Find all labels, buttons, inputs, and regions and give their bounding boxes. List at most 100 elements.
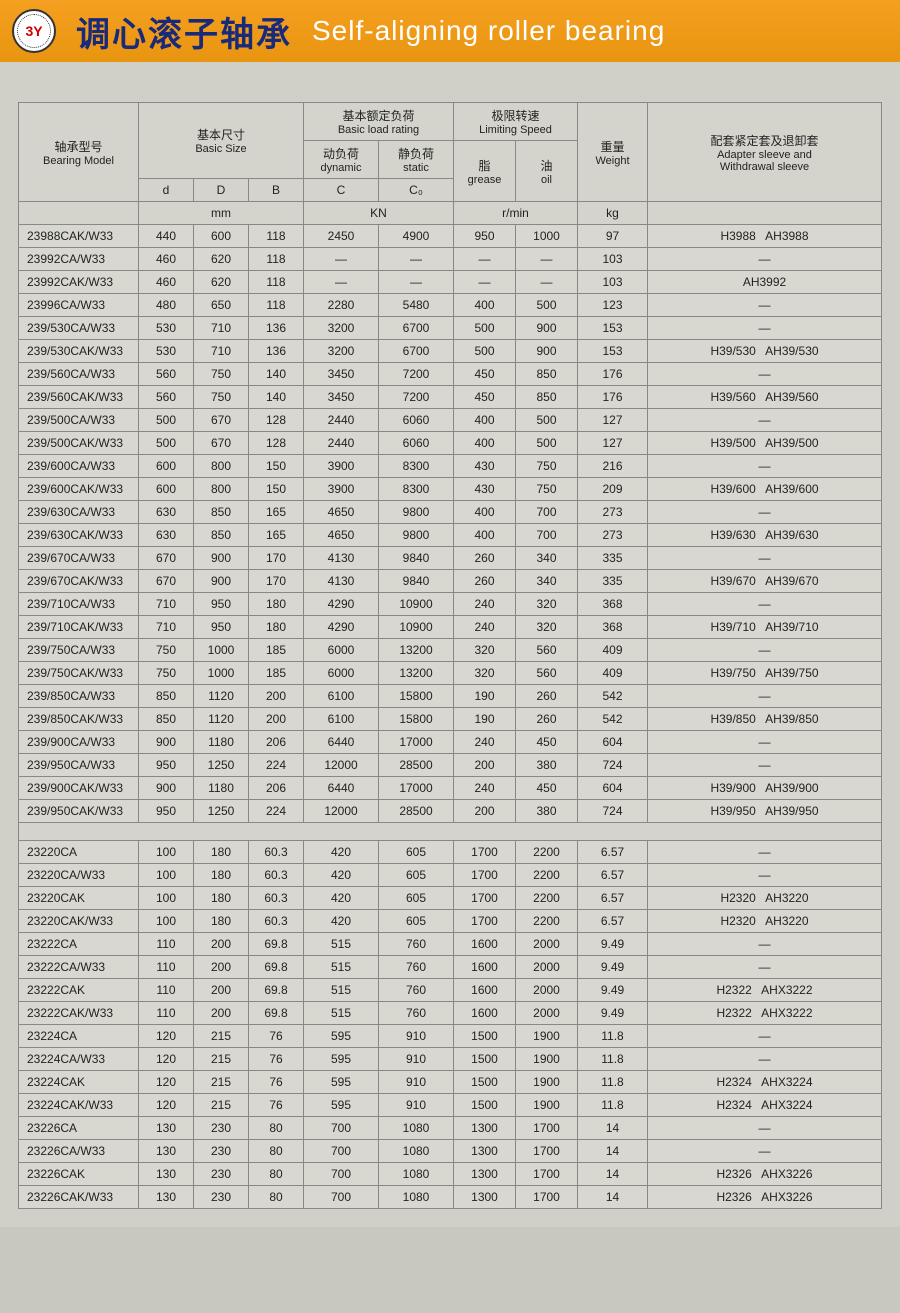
cell-g: 240	[454, 593, 516, 616]
cell-w: 542	[578, 708, 648, 731]
cell-g: 1500	[454, 1025, 516, 1048]
cell-g: —	[454, 271, 516, 294]
cell-g: 400	[454, 432, 516, 455]
cell-B: 200	[249, 685, 304, 708]
cell-m: 239/600CA/W33	[19, 455, 139, 478]
cell-m: 23222CA/W33	[19, 956, 139, 979]
cell-w: 9.49	[578, 933, 648, 956]
table-row: 239/630CAK/W3363085016546509800400700273…	[19, 524, 882, 547]
cell-C: 3450	[304, 386, 379, 409]
cell-D: 180	[194, 887, 249, 910]
cell-w: 14	[578, 1140, 648, 1163]
cell-C: 515	[304, 1002, 379, 1025]
table-row: 23992CAK/W33460620118————103AH3992	[19, 271, 882, 294]
hdr-C: C	[304, 179, 379, 202]
cell-o: 380	[516, 800, 578, 823]
cell-o: 1700	[516, 1186, 578, 1209]
cell-C: 420	[304, 841, 379, 864]
table-row: 239/750CAK/W3375010001856000132003205604…	[19, 662, 882, 685]
cell-D: 900	[194, 570, 249, 593]
table-body-1: 23988CAK/W3344060011824504900950100097H3…	[19, 225, 882, 823]
table-header: 轴承型号 Bearing Model 基本尺寸 Basic Size 基本额定负…	[19, 103, 882, 225]
cell-w: 335	[578, 570, 648, 593]
cell-o: 850	[516, 363, 578, 386]
cell-o: 450	[516, 731, 578, 754]
cell-s: AH3992	[648, 271, 882, 294]
table-row: 23224CAK120215765959101500190011.8H2324 …	[19, 1071, 882, 1094]
cell-C0: 15800	[379, 708, 454, 731]
cell-C0: 910	[379, 1048, 454, 1071]
cell-o: 850	[516, 386, 578, 409]
cell-g: 400	[454, 524, 516, 547]
hdr-stat-en: static	[381, 162, 451, 174]
cell-D: 750	[194, 363, 249, 386]
cell-s: —	[648, 501, 882, 524]
cell-C: 4290	[304, 616, 379, 639]
hdr-C0: C₀	[379, 179, 454, 202]
cell-o: 500	[516, 294, 578, 317]
cell-w: 9.49	[578, 956, 648, 979]
cell-B: 150	[249, 478, 304, 501]
hdr-D: D	[194, 179, 249, 202]
cell-w: 103	[578, 271, 648, 294]
cell-g: 240	[454, 616, 516, 639]
cell-m: 239/900CA/W33	[19, 731, 139, 754]
table-row: 239/710CAK/W3371095018042901090024032036…	[19, 616, 882, 639]
cell-C0: 760	[379, 1002, 454, 1025]
cell-m: 23226CA	[19, 1117, 139, 1140]
cell-C: 4650	[304, 524, 379, 547]
cell-m: 239/600CAK/W33	[19, 478, 139, 501]
cell-m: 23992CA/W33	[19, 248, 139, 271]
cell-B: 165	[249, 524, 304, 547]
cell-m: 239/630CAK/W33	[19, 524, 139, 547]
cell-d: 750	[139, 662, 194, 685]
cell-s: —	[648, 363, 882, 386]
cell-s: —	[648, 933, 882, 956]
cell-D: 200	[194, 979, 249, 1002]
cell-C0: 910	[379, 1094, 454, 1117]
cell-g: 240	[454, 777, 516, 800]
cell-o: 2200	[516, 887, 578, 910]
cell-m: 239/560CA/W33	[19, 363, 139, 386]
cell-w: 153	[578, 317, 648, 340]
cell-d: 110	[139, 979, 194, 1002]
cell-s: H39/500 AH39/500	[648, 432, 882, 455]
cell-w: 103	[578, 248, 648, 271]
cell-m: 239/560CAK/W33	[19, 386, 139, 409]
cell-B: 136	[249, 317, 304, 340]
cell-C0: —	[379, 248, 454, 271]
cell-s: H39/670 AH39/670	[648, 570, 882, 593]
cell-s: H2322 AHX3222	[648, 1002, 882, 1025]
cell-d: 110	[139, 956, 194, 979]
cell-w: 368	[578, 593, 648, 616]
cell-s: H39/950 AH39/950	[648, 800, 882, 823]
cell-o: 1700	[516, 1163, 578, 1186]
cell-D: 230	[194, 1117, 249, 1140]
cell-o: 1900	[516, 1071, 578, 1094]
cell-B: 118	[249, 248, 304, 271]
cell-B: 80	[249, 1140, 304, 1163]
table-row: 239/900CA/W33900118020664401700024045060…	[19, 731, 882, 754]
cell-d: 440	[139, 225, 194, 248]
cell-d: 560	[139, 386, 194, 409]
cell-B: 150	[249, 455, 304, 478]
cell-d: 110	[139, 933, 194, 956]
cell-g: 1300	[454, 1117, 516, 1140]
cell-D: 670	[194, 409, 249, 432]
bearing-spec-table: 轴承型号 Bearing Model 基本尺寸 Basic Size 基本额定负…	[18, 102, 882, 1209]
cell-B: 165	[249, 501, 304, 524]
hdr-model-en: Bearing Model	[21, 155, 136, 167]
cell-C: 420	[304, 910, 379, 933]
cell-D: 800	[194, 478, 249, 501]
cell-g: 190	[454, 708, 516, 731]
cell-w: 153	[578, 340, 648, 363]
cell-o: 340	[516, 547, 578, 570]
cell-m: 23220CAK/W33	[19, 910, 139, 933]
cell-C0: 1080	[379, 1140, 454, 1163]
cell-B: 180	[249, 616, 304, 639]
cell-D: 215	[194, 1094, 249, 1117]
cell-o: 260	[516, 708, 578, 731]
hdr-oil: 油 oil	[516, 141, 578, 202]
table-row: 23222CAK11020069.8515760160020009.49H232…	[19, 979, 882, 1002]
cell-s: —	[648, 409, 882, 432]
